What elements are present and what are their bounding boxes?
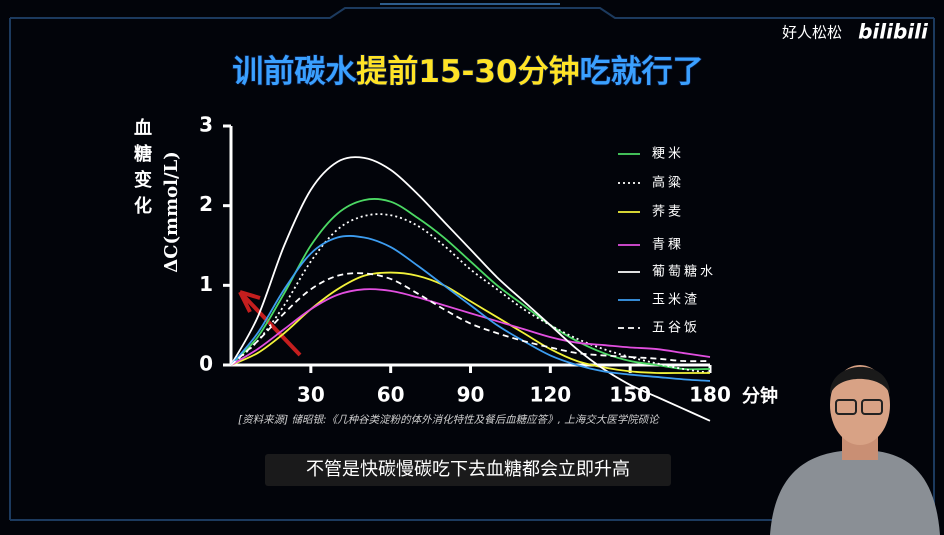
title-part: 训前碳水 — [232, 54, 357, 90]
glasses-right — [861, 399, 883, 415]
y-tick-label: 3 — [199, 113, 213, 137]
series-line — [230, 156, 711, 422]
frame — [9, 3, 935, 521]
series-line — [230, 198, 711, 371]
series-line — [230, 272, 711, 366]
x-axis-label: 分钟 — [742, 385, 778, 407]
channel-name: 好人松松 — [782, 24, 842, 42]
presenter-face — [830, 365, 890, 445]
legend-label: 青稞 — [652, 238, 684, 253]
x-tick-label: 180 — [689, 383, 731, 407]
x-tick-label: 90 — [457, 383, 485, 407]
glasses-left — [835, 399, 857, 415]
series-line — [230, 213, 711, 374]
title-part: 提前15-30分钟 — [356, 54, 579, 90]
legend-label: 玉米渣 — [652, 293, 700, 308]
y-tick-label: 0 — [199, 352, 213, 376]
series-line — [230, 288, 711, 366]
legend-label: 高粱 — [652, 175, 684, 191]
y-label-char: 血糖变化 — [131, 117, 152, 222]
legend-label: 五谷饭 — [652, 321, 700, 336]
caption-box — [265, 454, 671, 486]
y-tick-label: 2 — [199, 192, 213, 216]
plot: 0 1 2 3 30 60 90 120 150 180 分钟 [资料来源] 储昭银:《几种谷类淀粉的… — [199, 113, 778, 427]
frame-border — [9, 7, 935, 521]
legend-label: 葡萄糖水 — [652, 264, 716, 280]
logo: bilibili — [858, 20, 929, 44]
presenter-hair — [829, 366, 890, 395]
x-tick-label: 60 — [377, 383, 405, 407]
x-tick-label: 30 — [297, 383, 325, 407]
presenter — [770, 365, 940, 535]
legend-label: 荞麦 — [652, 205, 684, 220]
caption: 不管是快碳慢碳吃下去血糖都会立即升高 — [306, 459, 630, 480]
y-unit-label: ΔC(mmol/L) — [161, 151, 182, 273]
annotation-arrow — [238, 290, 302, 357]
title-part: 吃就行了 — [580, 54, 704, 90]
x-tick-label: 150 — [609, 383, 651, 407]
presenter-body — [770, 450, 940, 535]
x-tick-label: 120 — [529, 383, 571, 407]
title: 训前碳水提前15-30分钟吃就行了 — [232, 54, 703, 90]
legend-label: 粳米 — [652, 147, 684, 162]
source-note: [资料来源] 储昭银:《几种谷类淀粉的体外消化特性及餐后血糖应答》, 上海交大医… — [238, 414, 660, 426]
y-tick-label: 1 — [199, 272, 213, 296]
series-line — [230, 235, 711, 382]
